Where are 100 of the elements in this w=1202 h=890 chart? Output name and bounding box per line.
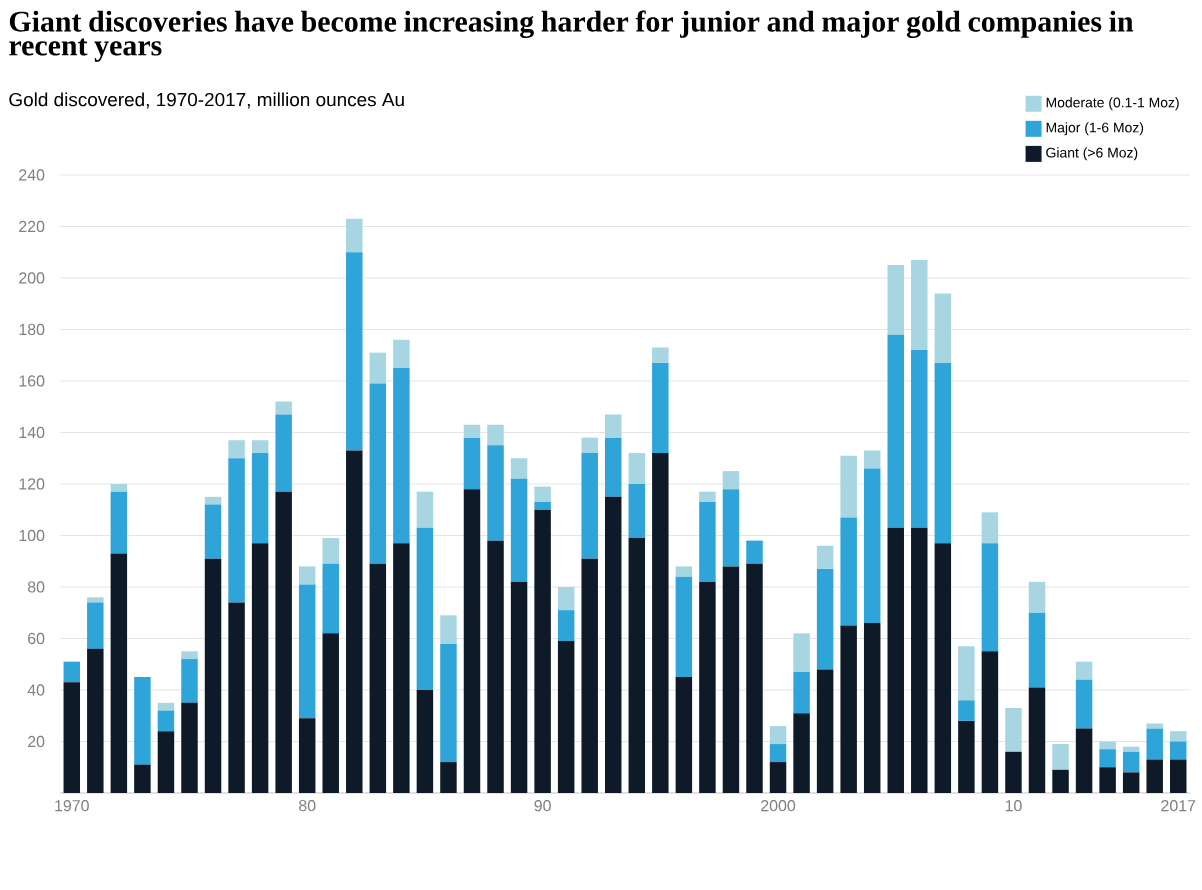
bar xyxy=(1005,708,1022,752)
bar xyxy=(157,710,175,732)
bar xyxy=(463,424,481,438)
bar xyxy=(416,689,434,793)
bar xyxy=(934,293,952,363)
bar xyxy=(487,445,504,541)
bar xyxy=(534,509,551,793)
y-tick-label: 120 xyxy=(19,478,45,490)
bar xyxy=(652,347,669,363)
bar xyxy=(840,517,857,626)
bar xyxy=(816,545,834,569)
bar xyxy=(63,661,81,683)
bar xyxy=(557,586,575,611)
bar xyxy=(816,669,834,793)
bar xyxy=(440,615,457,644)
bar xyxy=(1122,751,1140,773)
bar xyxy=(110,483,128,492)
bar xyxy=(793,671,810,714)
y-tick-label: 20 xyxy=(28,735,45,748)
bar xyxy=(181,651,198,660)
bar xyxy=(298,584,316,719)
bar xyxy=(204,504,222,559)
bar xyxy=(322,633,339,793)
bar xyxy=(87,648,104,793)
bar xyxy=(134,764,151,793)
y-tick-label: 220 xyxy=(19,220,45,233)
bar xyxy=(534,486,551,502)
bar xyxy=(110,491,128,554)
bar xyxy=(251,453,269,544)
bar xyxy=(510,478,528,582)
bar xyxy=(157,702,175,711)
bar xyxy=(1075,679,1093,729)
bar xyxy=(157,731,175,793)
y-tick-label: 160 xyxy=(19,375,45,387)
y-tick-label: 180 xyxy=(19,323,45,336)
bar xyxy=(746,540,763,564)
y-tick-label: 140 xyxy=(19,426,45,439)
bar xyxy=(675,576,693,678)
bar xyxy=(87,602,104,649)
y-tick-label: 80 xyxy=(27,581,45,593)
bar xyxy=(958,720,975,793)
bar xyxy=(958,700,975,721)
y-tick-label: 40 xyxy=(27,684,45,696)
bar xyxy=(1028,581,1046,613)
bar xyxy=(369,383,387,564)
bar xyxy=(722,566,740,793)
legend-label: Moderate (0.1-1 Moz) xyxy=(1046,97,1179,111)
bar xyxy=(1075,661,1093,680)
bar xyxy=(581,437,598,454)
bar xyxy=(628,483,646,539)
chart-title: Giant discoveries have become increasing harder for junior and major gold companies in recent years xyxy=(9,10,1134,62)
bar xyxy=(699,502,716,582)
bar xyxy=(769,762,787,793)
bar xyxy=(557,641,575,793)
bar xyxy=(958,646,975,701)
bar xyxy=(816,568,834,670)
y-tick-label: 60 xyxy=(28,632,45,645)
x-tick-label: 2000 xyxy=(761,800,796,812)
bar xyxy=(581,453,598,559)
bar xyxy=(1099,749,1116,768)
bar xyxy=(1028,687,1046,793)
bar xyxy=(981,651,999,793)
bar xyxy=(440,643,457,763)
bar xyxy=(1075,728,1093,793)
bar xyxy=(487,424,504,446)
bar xyxy=(911,259,928,351)
bar xyxy=(134,677,151,765)
bar xyxy=(63,682,81,793)
bar xyxy=(934,362,952,544)
bar xyxy=(393,339,410,369)
bar xyxy=(793,633,810,672)
bar xyxy=(793,713,810,793)
bar xyxy=(369,563,387,793)
bar xyxy=(605,496,622,793)
bar xyxy=(204,496,222,505)
bar xyxy=(228,602,245,793)
bar xyxy=(722,489,740,567)
bar xyxy=(887,265,904,335)
bar xyxy=(1170,759,1187,793)
bar xyxy=(416,527,434,690)
bar xyxy=(1005,751,1022,793)
bar xyxy=(251,440,269,454)
bar xyxy=(1028,612,1046,688)
bar xyxy=(228,440,245,459)
bar xyxy=(346,218,363,253)
bar xyxy=(863,468,881,624)
bar xyxy=(346,450,363,793)
bar xyxy=(557,610,575,642)
bar xyxy=(346,252,363,451)
bar xyxy=(911,527,928,793)
bar xyxy=(840,455,857,518)
bar xyxy=(463,489,481,793)
bar xyxy=(652,453,669,793)
bar xyxy=(1052,769,1069,793)
bar xyxy=(675,677,693,793)
bar xyxy=(1170,731,1187,742)
bar xyxy=(863,450,881,469)
bar xyxy=(1099,741,1116,750)
bar xyxy=(204,558,222,793)
bar xyxy=(628,538,646,793)
